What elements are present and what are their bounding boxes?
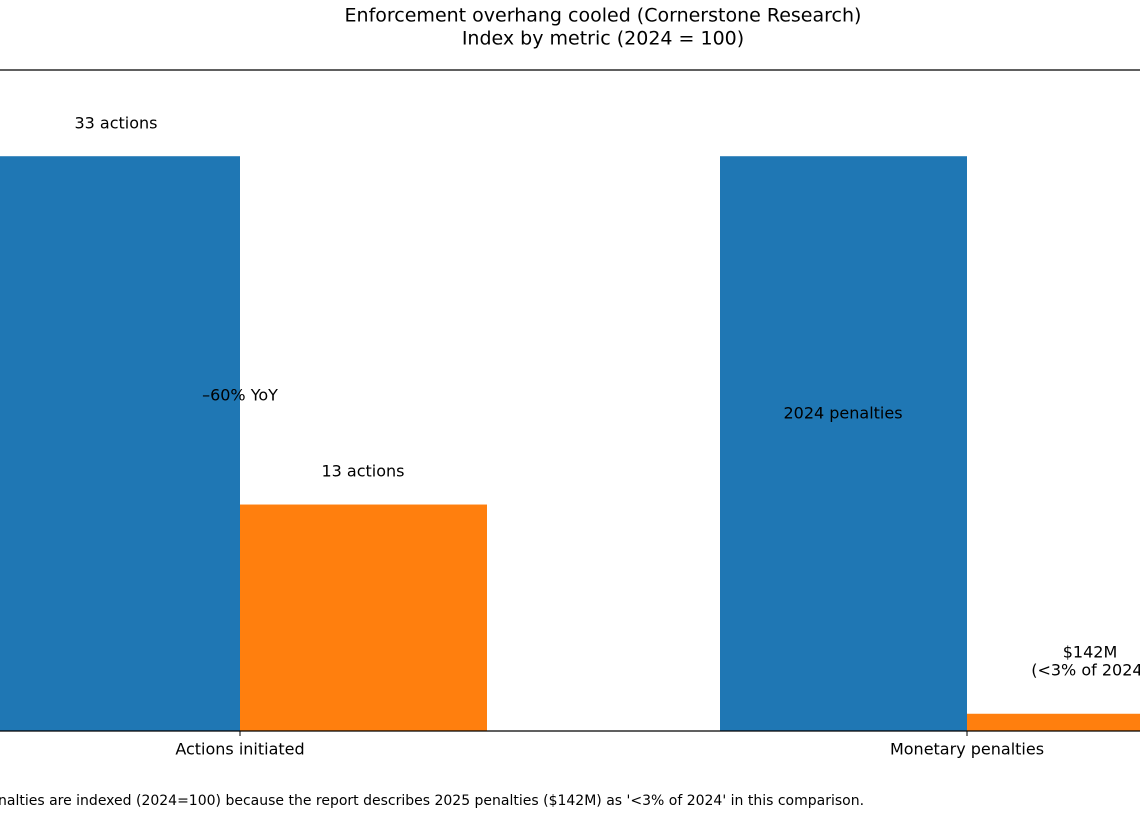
annotation: –60% YoY (202, 386, 278, 405)
bar (0, 156, 240, 731)
footnote: nalties are indexed (2024=100) because t… (0, 793, 864, 809)
bar (240, 504, 487, 731)
annotation: 2024 penalties (783, 404, 902, 423)
annotation: $142M (1063, 643, 1118, 662)
bar (967, 713, 1140, 731)
annotation: 13 actions (321, 462, 404, 481)
bar (720, 156, 967, 731)
annotation: 33 actions (74, 114, 157, 133)
x-tick-label: Actions initiated (175, 740, 304, 759)
annotation: (<3% of 2024) (1031, 661, 1140, 680)
x-tick-label: Monetary penalties (890, 740, 1044, 759)
chart-title: Enforcement overhang cooled (Cornerstone… (345, 5, 862, 27)
chart-subtitle: Index by metric (2024 = 100) (462, 28, 744, 50)
